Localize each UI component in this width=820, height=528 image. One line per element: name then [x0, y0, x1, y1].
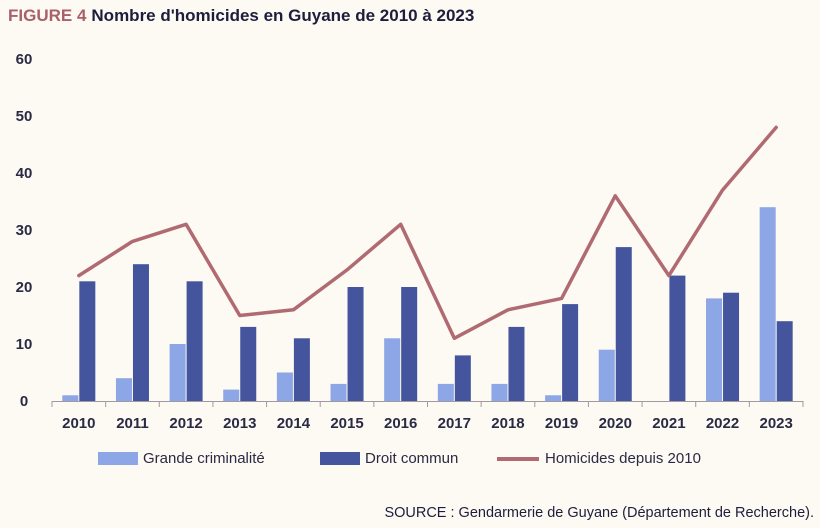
x-tick-label: 2023	[759, 415, 792, 432]
bar-droit-commun	[347, 287, 364, 401]
legend-swatch-homicides	[497, 456, 539, 461]
legend-label-homicides: Homicides depuis 2010	[545, 450, 701, 467]
bar-grande-criminalite	[115, 378, 132, 401]
legend-swatch-droit-commun	[320, 452, 360, 465]
line-homicides	[77, 125, 778, 341]
chart-legend: Grande criminalité Droit commun Homicide…	[0, 450, 820, 474]
figure-label: FIGURE 4	[8, 6, 87, 25]
legend-item-grande-criminalite: Grande criminalité	[98, 450, 265, 467]
legend-swatch-grande-criminalite	[98, 452, 138, 465]
bar-grande-criminalite	[384, 338, 401, 401]
bar-grande-criminalite	[169, 344, 186, 401]
x-tick-label: 2011	[116, 415, 149, 432]
bar-grande-criminalite	[491, 383, 508, 401]
x-tick-label: 2017	[438, 415, 471, 432]
bar-droit-commun	[79, 281, 96, 401]
x-tick-label: 2018	[491, 415, 524, 432]
bar-grande-criminalite	[330, 383, 347, 401]
x-tick-label: 2010	[62, 415, 95, 432]
x-tick-label: 2019	[545, 415, 578, 432]
y-tick-label: 60	[16, 51, 33, 68]
x-tick-label: 2012	[169, 415, 202, 432]
bar-droit-commun	[508, 326, 525, 401]
legend-label-droit-commun: Droit commun	[365, 450, 459, 467]
x-tick-label: 2020	[599, 415, 632, 432]
x-tick-label: 2013	[223, 415, 256, 432]
bar-droit-commun	[401, 287, 418, 401]
title-text: Nombre d'homicides en Guyane de 2010 à 2…	[91, 6, 475, 25]
y-tick-label: 30	[16, 222, 33, 239]
bar-droit-commun	[615, 247, 632, 401]
bar-grande-criminalite	[223, 389, 240, 401]
bar-grande-criminalite	[437, 383, 454, 401]
bar-droit-commun	[776, 321, 793, 401]
legend-label-grande-criminalite: Grande criminalité	[143, 450, 265, 467]
legend-item-homicides: Homicides depuis 2010	[497, 450, 701, 467]
bar-grande-criminalite	[706, 298, 723, 401]
bar-grande-criminalite	[62, 395, 79, 401]
y-tick-label: 40	[16, 165, 33, 182]
chart-title: FIGURE 4 Nombre d'homicides en Guyane de …	[8, 6, 474, 26]
y-tick-label: 0	[20, 393, 28, 410]
x-tick-label: 2014	[277, 415, 311, 432]
bar-grande-criminalite	[598, 349, 615, 401]
bar-grande-criminalite	[545, 395, 562, 401]
x-tick-label: 2022	[706, 415, 739, 432]
source-note: SOURCE : Gendarmerie de Guyane (Départem…	[384, 505, 814, 521]
bar-droit-commun	[132, 264, 149, 401]
y-tick-label: 20	[16, 279, 33, 296]
bar-droit-commun	[454, 355, 471, 401]
bar-droit-commun	[723, 292, 740, 401]
chart-plot: 0 10 20 30 40 50 60 2010 2011 2012 2013 2014 2015 201…	[16, 51, 804, 432]
bar-grande-criminalite	[276, 372, 293, 401]
bar-droit-commun	[293, 338, 310, 401]
x-tick-label: 2021	[652, 415, 685, 432]
bar-droit-commun	[186, 281, 203, 401]
y-tick-label: 10	[16, 336, 33, 353]
x-tick-label: 2016	[384, 415, 417, 432]
bar-droit-commun	[562, 304, 579, 401]
legend-item-droit-commun: Droit commun	[320, 450, 458, 467]
y-tick-label: 50	[16, 108, 33, 125]
bar-grande-criminalite	[759, 207, 776, 401]
bar-droit-commun	[669, 275, 686, 401]
bar-droit-commun	[240, 326, 257, 401]
x-tick-label: 2015	[330, 415, 363, 432]
